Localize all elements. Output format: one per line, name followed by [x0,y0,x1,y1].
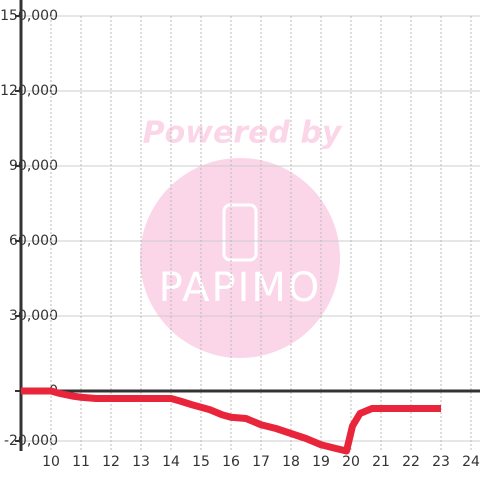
x-tick-label: 18 [282,454,300,470]
x-tick-label: 11 [72,454,90,470]
x-tick-label: 17 [252,454,270,470]
x-tick-label: 15 [192,454,210,470]
y-tick-label: 150,000 [0,8,58,24]
x-tick-label: 23 [432,454,450,470]
watermark-logo: PAPIMO [159,265,322,311]
x-tick-label: 20 [342,454,360,470]
x-tick-label: 21 [372,454,390,470]
x-tick-label: 22 [402,454,420,470]
y-tick-label: 120,000 [0,83,58,99]
x-tick-label: 13 [132,454,150,470]
y-tick-label: -20,000 [4,433,58,449]
series-line [21,387,441,455]
x-tick-label: 24 [462,454,480,470]
x-tick-label: 19 [312,454,330,470]
x-tick-label: 16 [222,454,240,470]
logo-phone [222,203,258,262]
logo-circle [140,158,340,358]
x-tick-label: 14 [162,454,180,470]
x-tick-label: 12 [102,454,120,470]
x-tick-label: 10 [42,454,60,470]
watermark-title: Powered by [143,116,343,151]
